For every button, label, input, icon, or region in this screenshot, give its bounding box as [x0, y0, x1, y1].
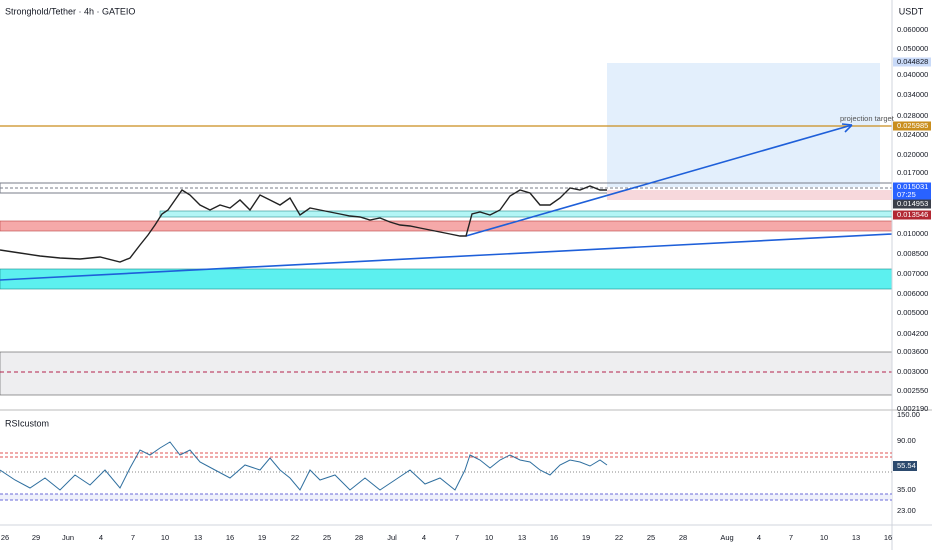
rsi-tag-bg	[893, 461, 917, 471]
rsi-title: RSIcustom	[5, 418, 49, 428]
price-tag-bg	[893, 210, 931, 220]
rsi-label: 23.00	[897, 506, 916, 515]
price-tag: 0.015031	[897, 182, 928, 191]
price-tag-bg	[893, 190, 931, 200]
time-label: 25	[323, 533, 331, 542]
time-label: 19	[582, 533, 590, 542]
price-line	[0, 185, 607, 263]
time-label: 4	[99, 533, 103, 542]
time-label: 7	[131, 533, 135, 542]
time-label: 26	[1, 533, 9, 542]
time-label: 10	[485, 533, 493, 542]
resistance-box	[0, 220, 893, 232]
price-label: 0.003600	[897, 347, 928, 356]
time-label: Jul	[387, 533, 397, 542]
price-label: 0.034000	[897, 90, 928, 99]
arrow-head	[841, 123, 853, 133]
time-label: 10	[820, 533, 828, 542]
price-tag: 0.044828	[897, 57, 928, 66]
price-label: 0.010000	[897, 229, 928, 238]
price-label: 0.017000	[897, 168, 928, 177]
time-label: 22	[615, 533, 623, 542]
chart-title: Stronghold/Tether · 4h · GATEIO	[5, 6, 135, 16]
price-label: 0.003000	[897, 367, 928, 376]
price-label: 0.006000	[897, 289, 928, 298]
price-label: 0.007000	[897, 269, 928, 278]
time-label: 16	[226, 533, 234, 542]
stop-zone	[607, 190, 892, 200]
time-label: 28	[679, 533, 687, 542]
price-label: 0.008500	[897, 249, 928, 258]
price-tag-bg	[893, 182, 931, 192]
price-tag: 0.013546	[897, 210, 928, 219]
time-label: 4	[757, 533, 761, 542]
projection-box	[607, 63, 880, 187]
time-label: 7	[455, 533, 459, 542]
time-label: 28	[355, 533, 363, 542]
trendline	[0, 233, 893, 281]
time-label: Jun	[62, 533, 74, 542]
price-tag: 0.014953	[897, 199, 928, 208]
price-tag-bg	[893, 57, 931, 67]
price-label: 0.002190	[897, 404, 928, 413]
price-label: 0.060000	[897, 25, 928, 34]
price-label: 0.004200	[897, 329, 928, 338]
price-tag-bg	[893, 199, 931, 209]
time-label: 13	[852, 533, 860, 542]
demand-box	[0, 268, 893, 290]
time-label: 7	[789, 533, 793, 542]
price-label: 0.028000	[897, 111, 928, 120]
price-label: 0.040000	[897, 70, 928, 79]
currency-label: USDT	[899, 6, 924, 16]
time-label: 29	[32, 533, 40, 542]
time-label: 16	[884, 533, 892, 542]
time-label: 4	[422, 533, 426, 542]
price-label: 0.020000	[897, 150, 928, 159]
time-label: 22	[291, 533, 299, 542]
price-tag: 0.025985	[897, 121, 928, 130]
price-label: 0.050000	[897, 44, 928, 53]
price-tag-bg	[893, 121, 931, 131]
price-label: 0.002550	[897, 386, 928, 395]
time-label: 13	[194, 533, 202, 542]
time-label: Aug	[720, 533, 733, 542]
annotation: projection target	[840, 114, 895, 123]
projection-arrow	[465, 124, 853, 237]
price-tag: 07:25	[897, 190, 916, 199]
rsi-line	[0, 441, 608, 491]
rsi-label: 90.00	[897, 436, 916, 445]
price-label: 0.005000	[897, 308, 928, 317]
price-label: 0.024000	[897, 130, 928, 139]
rsi-lower-band	[0, 494, 892, 500]
time-label: 16	[550, 533, 558, 542]
rsi-tag: 55.54	[897, 461, 916, 470]
time-label: 13	[518, 533, 526, 542]
time-label: 25	[647, 533, 655, 542]
grey-box	[0, 351, 893, 396]
time-label: 19	[258, 533, 266, 542]
support-box	[159, 210, 893, 218]
time-label: 10	[161, 533, 169, 542]
rsi-label: 150.00	[897, 410, 920, 419]
rsi-label: 35.00	[897, 485, 916, 494]
